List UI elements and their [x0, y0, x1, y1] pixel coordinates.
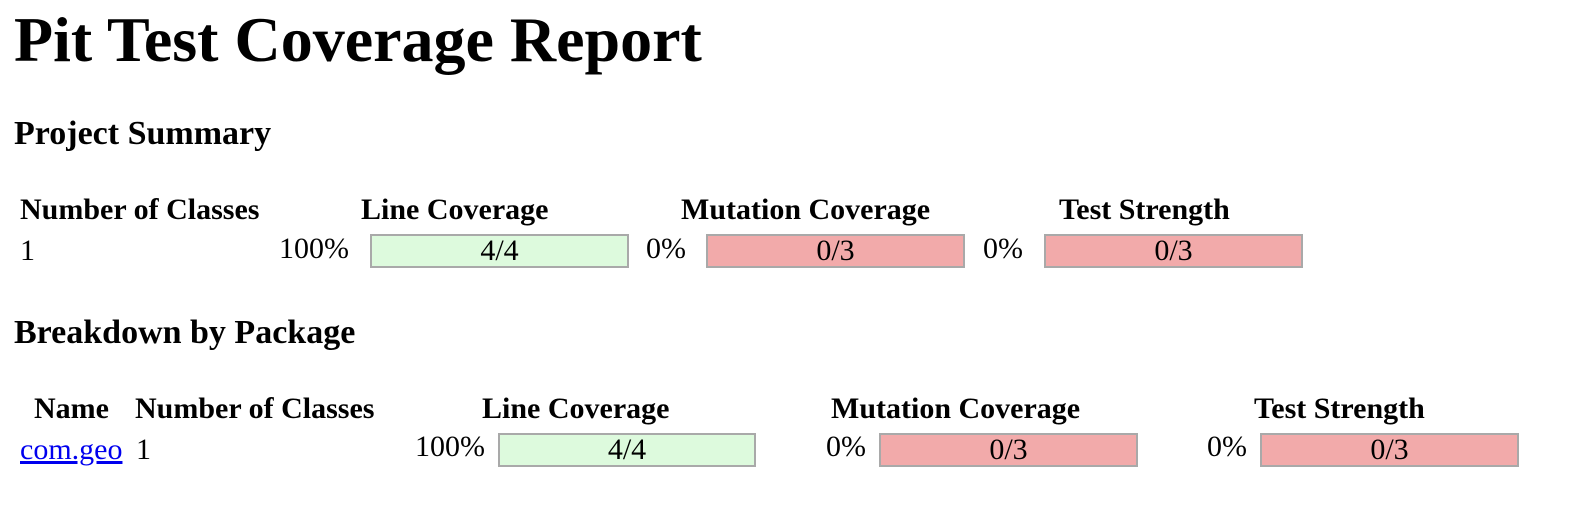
package-line-coverage-bar: 4/4 [498, 433, 756, 467]
header-mutation-coverage: Mutation Coverage [831, 392, 1081, 425]
package-classes-value: 1 [136, 433, 151, 466]
summary-test-strength-bar: 0/3 [1044, 234, 1303, 268]
package-line-ratio: 4/4 [607, 433, 647, 466]
header-line-coverage: Line Coverage [361, 193, 549, 226]
package-strength-ratio: 0/3 [1370, 433, 1409, 466]
package-test-strength-bar: 0/3 [1260, 433, 1519, 467]
package-line-percent: 100% [415, 430, 485, 463]
summary-mutation-ratio: 0/3 [816, 234, 855, 267]
header-test-strength: Test Strength [1059, 193, 1230, 226]
package-mutation-percent: 0% [826, 430, 866, 463]
package-strength-percent: 0% [1207, 430, 1247, 463]
package-link[interactable]: com.geo [20, 433, 123, 466]
summary-line-percent: 100% [279, 232, 349, 265]
header-name: Name [34, 392, 109, 425]
package-mutation-ratio: 0/3 [989, 433, 1028, 466]
summary-line-ratio: 4/4 [480, 234, 519, 267]
header-test-strength: Test Strength [1254, 392, 1425, 425]
package-mutation-coverage-bar: 0/3 [879, 433, 1138, 467]
header-line-coverage: Line Coverage [482, 392, 670, 425]
header-number-of-classes: Number of Classes [20, 193, 260, 226]
summary-strength-percent: 0% [983, 232, 1023, 265]
summary-classes-value: 1 [20, 234, 35, 267]
page-title: Pit Test Coverage Report [14, 4, 702, 75]
package-name-cell: com.geo [20, 432, 122, 468]
breakdown-by-package-heading: Breakdown by Package [14, 314, 356, 351]
summary-line-coverage-bar: 4/4 [370, 234, 629, 268]
summary-strength-ratio: 0/3 [1154, 234, 1193, 267]
summary-mutation-percent: 0% [646, 232, 686, 265]
header-mutation-coverage: Mutation Coverage [681, 193, 931, 226]
header-number-of-classes: Number of Classes [135, 392, 375, 425]
project-summary-heading: Project Summary [14, 115, 272, 152]
summary-mutation-coverage-bar: 0/3 [706, 234, 965, 268]
